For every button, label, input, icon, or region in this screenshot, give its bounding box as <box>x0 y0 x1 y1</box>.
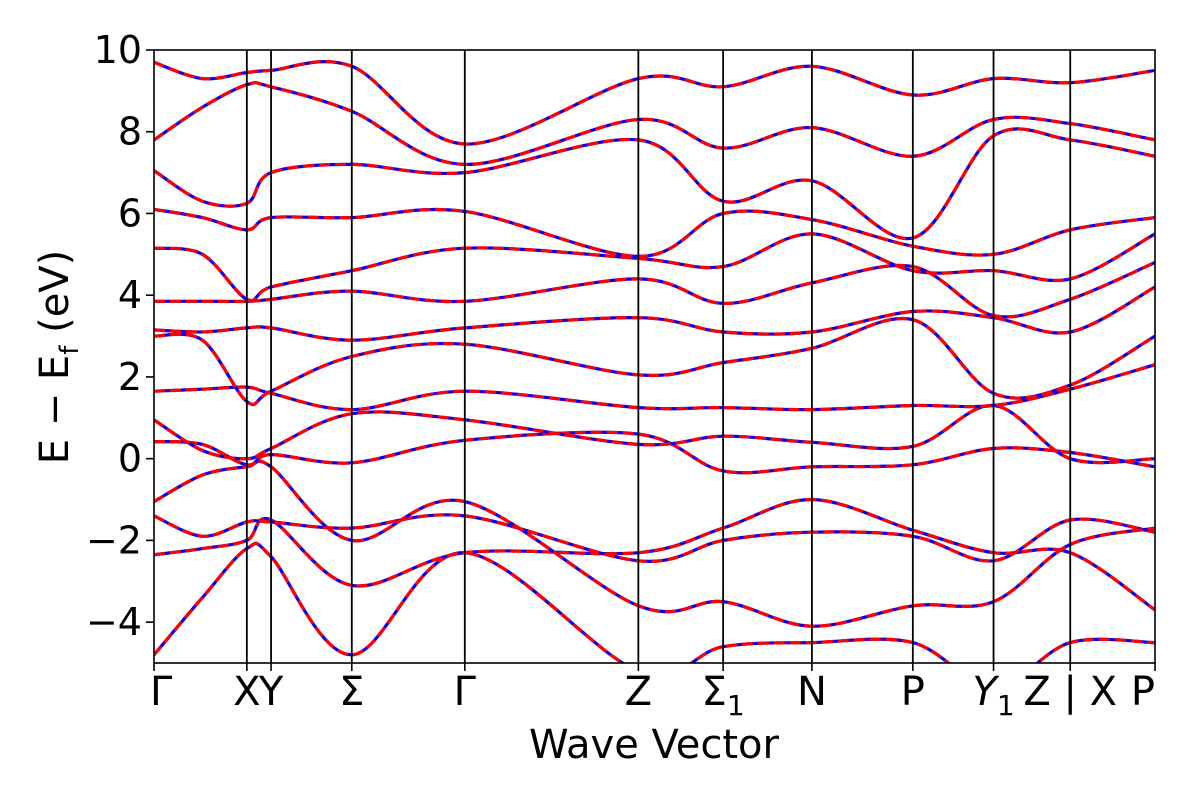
x-tick-label: Z <box>625 669 652 715</box>
band-line-dashed <box>154 232 1155 303</box>
svg-text:E − Ef (eV): E − Ef (eV) <box>32 250 85 465</box>
y-tick-label: −2 <box>86 518 142 562</box>
y-tick-label: 0 <box>118 437 142 481</box>
x-tick-label: N <box>797 669 827 715</box>
y-tick-label: 6 <box>118 191 142 235</box>
x-tick-label: X <box>233 669 260 715</box>
x-tick-label: Γ <box>150 669 173 715</box>
high-symmetry-lines <box>245 50 1072 663</box>
x-axis-label: Wave Vector <box>529 722 780 768</box>
band-line-dashed <box>154 363 1155 412</box>
x-axis-ticks: Γ XY Σ Γ Z Σ1 N P Y1 Z | X P <box>150 663 1156 722</box>
y-tick-label: 10 <box>94 28 142 72</box>
plot-frame <box>153 49 1156 664</box>
band-line-solid <box>154 459 1155 628</box>
band-line-solid <box>154 232 1155 303</box>
band-line-solid <box>154 403 1155 465</box>
band-line-dashed <box>154 81 1155 167</box>
x-tick-label: Γ <box>454 669 477 715</box>
band-line-dashed <box>154 316 1155 407</box>
x-tick-label: Y1 <box>972 669 1014 722</box>
band-line-solid <box>154 497 1155 612</box>
x-tick-label: Z | X <box>1023 669 1117 715</box>
band-line-solid <box>154 316 1155 407</box>
band-line-dashed <box>154 430 1155 475</box>
x-tick-label: P <box>1131 669 1155 715</box>
y-tick-label: 8 <box>118 110 142 154</box>
band-line-solid <box>154 207 1155 259</box>
band-line-dashed <box>154 127 1155 241</box>
x-tick-label: Y <box>258 669 284 715</box>
band-line-solid <box>154 541 1155 663</box>
y-tick-label: 4 <box>118 273 142 317</box>
bands-layer <box>154 60 1155 663</box>
y-tick-label: 2 <box>118 355 142 399</box>
band-line-dashed <box>154 541 1155 663</box>
y-tick-label: −4 <box>86 600 142 644</box>
x-tick-label: P <box>901 669 925 715</box>
band-line-dashed <box>154 403 1155 465</box>
x-tick-label: Σ <box>339 669 364 715</box>
y-axis-label: E − Ef (eV) <box>32 250 85 465</box>
x-tick-label: Σ1 <box>702 669 745 722</box>
band-line-dashed <box>154 459 1155 628</box>
y-axis-ticks: −4 −2 0 2 4 6 8 10 <box>86 28 154 644</box>
